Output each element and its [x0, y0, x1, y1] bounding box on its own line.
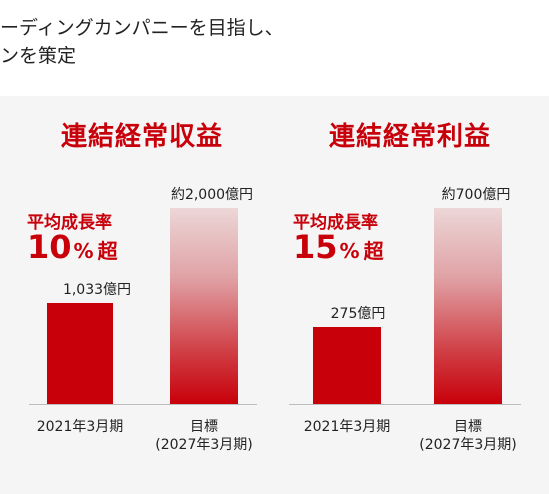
growth-unit: %	[73, 239, 94, 263]
chart-card-profit: 連結経常利益 平均成長率 15% 超 275億円 約700億円 2021年3月期 …	[275, 96, 545, 494]
category-label-1-line-0: 目標	[190, 419, 218, 435]
chart-card-revenue: 連結経常収益 平均成長率 10% 超 1,033億円 約2,000億円 2021年…	[7, 96, 277, 494]
growth-label: 平均成長率	[293, 213, 378, 233]
category-label-1-line-1: (2027年3月期)	[419, 437, 517, 453]
growth-number: 10	[27, 228, 72, 266]
category-label-0-line-0: 2021年3月期	[36, 419, 124, 435]
category-label-0: 2021年3月期	[20, 418, 140, 436]
growth-value: 10% 超	[27, 228, 118, 266]
growth-suffix: 超	[97, 239, 118, 263]
chart-title: 連結経常収益	[60, 122, 223, 152]
bar-value-label-1: 約2,000億円	[170, 187, 254, 203]
category-label-1: 目標 (2027年3月期)	[408, 418, 528, 454]
category-label-1: 目標 (2027年3月期)	[144, 418, 264, 454]
bar-value-label-1: 約700億円	[441, 187, 511, 203]
chart-baseline	[289, 404, 521, 405]
growth-unit: %	[339, 239, 360, 263]
growth-number: 15	[293, 228, 338, 266]
category-label-1-line-1: (2027年3月期)	[155, 437, 253, 453]
bar-2021	[47, 303, 113, 404]
bar-value-label-0: 275億円	[330, 306, 386, 322]
category-label-1-line-0: 目標	[454, 419, 482, 435]
bar-value-label-0: 1,033億円	[62, 282, 132, 298]
heading-line-1: ーディングカンパニーを目指し、	[0, 17, 284, 39]
bar-2021	[313, 327, 381, 404]
chart-title: 連結経常利益	[328, 122, 491, 152]
growth-value: 15% 超	[293, 228, 384, 266]
category-label-0-line-0: 2021年3月期	[303, 419, 391, 435]
chart-baseline	[29, 404, 257, 405]
page-heading: ーディングカンパニーを目指し、 ンを策定	[0, 14, 284, 70]
growth-label: 平均成長率	[27, 213, 112, 233]
category-label-0: 2021年3月期	[287, 418, 407, 436]
growth-suffix: 超	[363, 239, 384, 263]
bar-target	[434, 208, 502, 404]
bar-target	[170, 208, 238, 404]
heading-line-2: ンを策定	[0, 45, 77, 67]
